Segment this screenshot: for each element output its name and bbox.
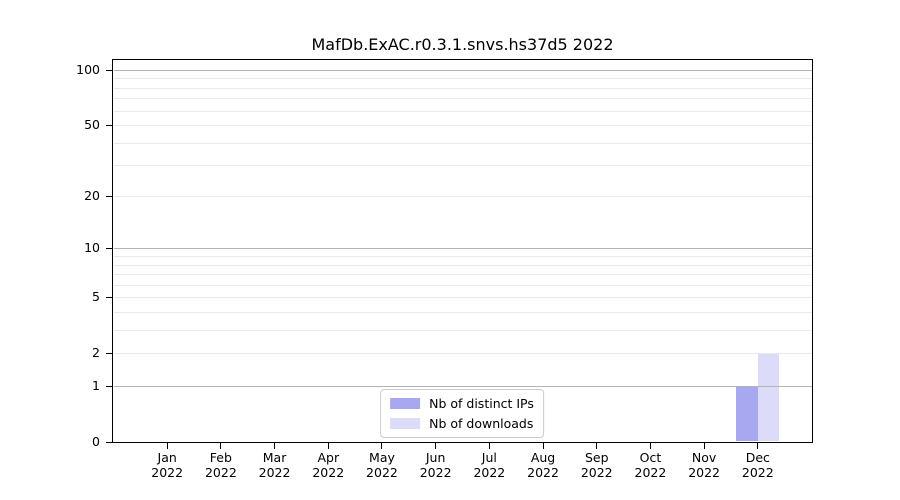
x-tick-mark: [488, 442, 490, 449]
x-tick-month: Dec: [745, 450, 770, 465]
plot-area: [112, 59, 813, 443]
bar-distinct-ips: [736, 385, 758, 442]
x-tick-year: 2022: [151, 465, 184, 480]
x-tick-label: Sep 2022: [565, 450, 629, 480]
minor-gridline: [113, 256, 812, 258]
legend-entry: Nb of distinct IPs: [390, 396, 534, 411]
y-tick-mark: [106, 353, 112, 355]
y-tick-mark: [106, 248, 112, 250]
legend-swatch: [390, 398, 421, 409]
y-tick-label: 5: [92, 289, 100, 305]
y-tick-mark: [106, 196, 112, 198]
x-tick-mark: [542, 442, 544, 449]
minor-gridline: [113, 87, 812, 89]
x-tick-year: 2022: [366, 465, 398, 480]
minor-gridline: [113, 98, 812, 100]
y-tick-mark: [106, 385, 112, 387]
x-tick-mark: [327, 442, 329, 449]
x-tick-mark: [757, 442, 759, 449]
legend-entry: Nb of downloads: [390, 416, 534, 431]
x-tick-mark: [381, 442, 383, 449]
x-tick-label: Aug 2022: [511, 450, 575, 480]
minor-gridline: [113, 165, 812, 167]
x-tick-month: Aug: [530, 450, 556, 465]
minor-gridline: [113, 274, 812, 276]
x-tick-mark: [703, 442, 705, 449]
x-tick-label: Jul 2022: [457, 450, 521, 480]
minor-gridline: [113, 142, 812, 144]
x-tick-year: 2022: [258, 465, 291, 480]
legend-label: Nb of downloads: [429, 416, 534, 431]
y-tick-label: 20: [84, 188, 100, 204]
x-tick-mark: [435, 442, 437, 449]
y-tick-mark: [106, 70, 112, 71]
x-tick-month: May: [369, 450, 395, 465]
minor-gridline: [113, 110, 812, 112]
y-tick-mark: [106, 297, 112, 299]
x-tick-label: Mar 2022: [243, 450, 307, 480]
minor-gridline: [113, 297, 812, 299]
x-tick-year: 2022: [688, 465, 721, 480]
y-tick-mark: [106, 125, 112, 126]
y-tick-label: 10: [84, 240, 100, 256]
x-tick-month: Jan: [157, 450, 177, 465]
minor-gridline: [113, 125, 812, 126]
y-tick-label: 0: [92, 433, 100, 449]
x-tick-year: 2022: [419, 465, 452, 480]
y-tick-label: 50: [84, 117, 100, 132]
chart-title: MafDb.ExAC.r0.3.1.snvs.hs37d5 2022: [311, 35, 614, 54]
x-tick-month: Apr: [317, 450, 340, 465]
x-tick-label: Oct 2022: [618, 450, 682, 480]
x-tick-year: 2022: [741, 465, 774, 480]
minor-gridline: [113, 311, 812, 313]
x-tick-label: Feb 2022: [189, 450, 253, 480]
minor-gridline: [113, 329, 812, 331]
x-tick-label: Apr 2022: [296, 450, 360, 480]
x-tick-mark: [274, 442, 276, 449]
x-tick-mark: [649, 442, 651, 449]
legend-swatch: [390, 418, 421, 429]
x-tick-year: 2022: [204, 465, 237, 480]
y-tick-label: 100: [76, 62, 100, 77]
minor-gridline: [113, 284, 812, 286]
legend: Nb of distinct IPs Nb of downloads: [380, 389, 544, 438]
major-gridline: [113, 385, 812, 387]
x-tick-month: Sep: [584, 450, 609, 465]
x-tick-mark: [166, 442, 168, 449]
bar-downloads: [757, 353, 780, 442]
x-tick-month: Nov: [691, 450, 717, 465]
x-tick-mark: [220, 442, 222, 449]
minor-gridline: [113, 196, 812, 198]
x-tick-year: 2022: [312, 465, 345, 480]
y-tick-label: 1: [92, 377, 100, 393]
x-tick-month: Jul: [481, 450, 497, 465]
x-tick-month: Oct: [639, 450, 662, 465]
x-tick-month: Mar: [262, 450, 287, 465]
x-tick-label: Nov 2022: [672, 450, 736, 480]
minor-gridline: [113, 78, 812, 80]
major-gridline: [113, 70, 812, 71]
x-tick-year: 2022: [634, 465, 667, 480]
x-tick-year: 2022: [473, 465, 506, 480]
x-tick-mark: [596, 442, 598, 449]
x-tick-label: May 2022: [350, 450, 414, 480]
x-tick-month: Feb: [209, 450, 232, 465]
legend-label: Nb of distinct IPs: [429, 396, 534, 411]
major-gridline: [113, 248, 812, 250]
minor-gridline: [113, 353, 812, 355]
x-tick-label: Dec 2022: [726, 450, 790, 480]
minor-gridline: [113, 264, 812, 266]
y-tick-mark: [106, 441, 112, 443]
x-tick-label: Jan 2022: [135, 450, 199, 480]
y-tick-label: 2: [92, 345, 100, 361]
x-tick-year: 2022: [580, 465, 613, 480]
x-tick-year: 2022: [527, 465, 559, 480]
x-tick-month: Jun: [425, 450, 446, 465]
x-tick-label: Jun 2022: [404, 450, 468, 480]
